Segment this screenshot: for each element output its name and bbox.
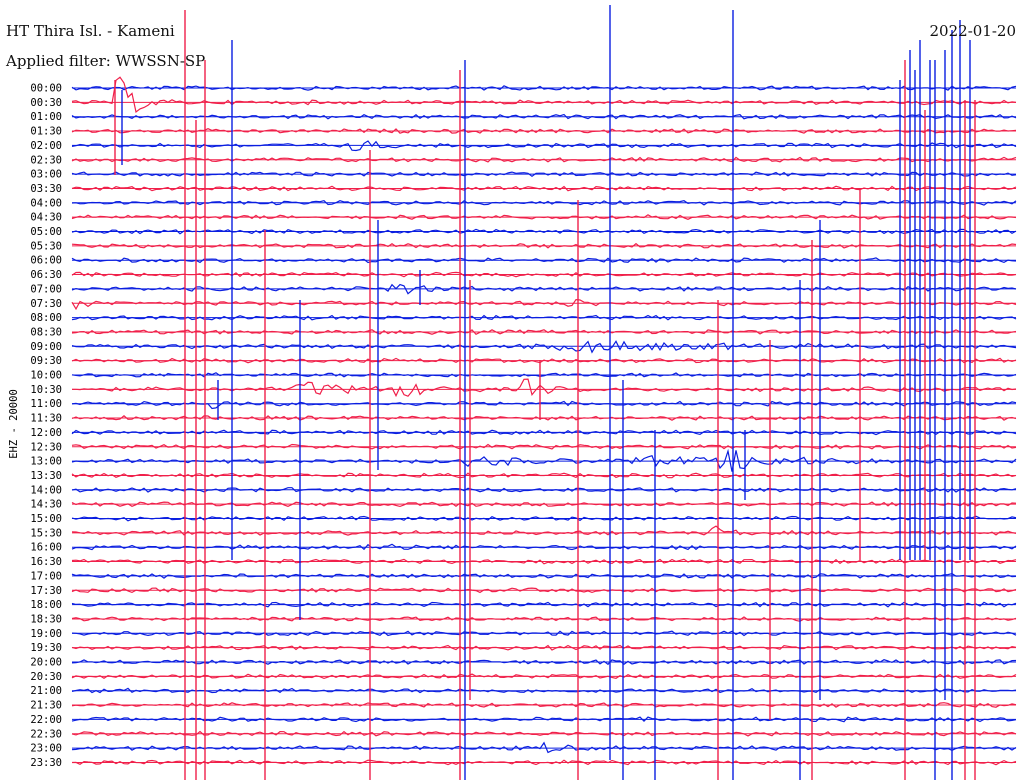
time-tick-label: 12:00 [30, 427, 62, 439]
time-tick-label: 06:30 [30, 269, 62, 281]
time-tick-label: 22:00 [30, 714, 62, 726]
time-tick-label: 08:00 [30, 312, 62, 324]
trace-row [71, 730, 1017, 737]
time-tick-label: 09:00 [30, 341, 62, 353]
trace-row [71, 200, 1017, 206]
time-tick-label: 22:30 [30, 728, 62, 740]
time-tick-label: 12:30 [30, 441, 62, 453]
time-tick-label: 13:00 [30, 456, 62, 468]
time-tick-label: 08:30 [30, 326, 62, 338]
time-tick-label: 11:00 [30, 398, 62, 410]
time-tick-label: 14:30 [30, 499, 62, 511]
time-tick-label: 04:30 [30, 212, 62, 224]
time-tick-label: 15:30 [30, 527, 62, 539]
time-tick-label: 14:00 [30, 484, 62, 496]
time-tick-label: 02:30 [30, 154, 62, 166]
trace-row [71, 228, 1017, 235]
date-label: 2022-01-20 [930, 22, 1016, 40]
time-tick-label: 13:30 [30, 470, 62, 482]
time-tick-label: 15:00 [30, 513, 62, 525]
trace-row [71, 448, 1017, 472]
time-tick-label: 11:30 [30, 413, 62, 425]
time-tick-label: 01:30 [30, 126, 62, 138]
time-tick-label: 16:30 [30, 556, 62, 568]
time-tick-label: 18:00 [30, 599, 62, 611]
trace-row [71, 372, 1017, 378]
trace-row [71, 329, 1017, 336]
trace-row [71, 185, 1017, 192]
time-tick-label: 18:30 [30, 613, 62, 625]
time-tick-label: 00:00 [30, 83, 62, 95]
time-tick-label: 17:30 [30, 585, 62, 597]
time-tick-label: 21:00 [30, 685, 62, 697]
time-tick-label: 17:00 [30, 570, 62, 582]
time-tick-label: 19:00 [30, 628, 62, 640]
time-tick-label: 10:30 [30, 384, 62, 396]
time-tick-label: 05:00 [30, 226, 62, 238]
time-tick-label: 19:30 [30, 642, 62, 654]
filter-subtitle: Applied filter: WWSSN-SP [5, 52, 205, 70]
trace-row [71, 702, 1017, 708]
time-tick-label: 21:30 [30, 700, 62, 712]
time-tick-label: 05:30 [30, 240, 62, 252]
time-tick-label: 23:00 [30, 743, 62, 755]
time-tick-label: 09:30 [30, 355, 62, 367]
time-tick-label: 03:00 [30, 169, 62, 181]
time-tick-label: 20:00 [30, 657, 62, 669]
time-tick-label: 20:30 [30, 671, 62, 683]
station-title: HT Thira Isl. - Kameni [6, 22, 175, 40]
time-tick-label: 23:30 [30, 757, 62, 769]
time-tick-label: 16:00 [30, 542, 62, 554]
time-tick-label: 06:00 [30, 255, 62, 267]
time-tick-label: 02:00 [30, 140, 62, 152]
time-tick-label: 07:30 [30, 298, 62, 310]
time-tick-group: 00:00 00:30 01:00 01:30 02:00 02:30 03:00 03:30… [30, 83, 62, 769]
time-tick-label: 00:30 [30, 97, 62, 109]
trace-group [71, 5, 1017, 780]
time-tick-label: 04:00 [30, 197, 62, 209]
time-tick-label: 01:00 [30, 111, 62, 123]
time-tick-label: 03:30 [30, 183, 62, 195]
time-tick-label: 10:00 [30, 370, 62, 382]
time-tick-label: 07:00 [30, 283, 62, 295]
trace-row [71, 357, 1017, 364]
channel-axis-label: EHZ - 20000 [8, 389, 20, 459]
